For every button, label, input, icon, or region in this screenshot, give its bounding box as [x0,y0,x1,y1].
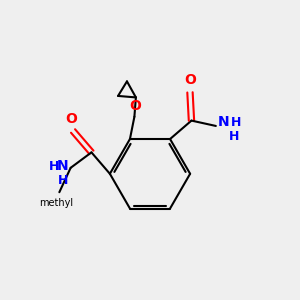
Text: H: H [48,160,59,173]
Text: methyl: methyl [39,198,73,208]
Text: H: H [58,174,68,187]
Text: N: N [57,159,68,173]
Text: H: H [231,116,242,129]
Text: H: H [229,130,239,143]
Text: O: O [129,99,141,113]
Text: O: O [184,73,196,87]
Text: O: O [66,112,77,126]
Text: N: N [218,116,230,129]
